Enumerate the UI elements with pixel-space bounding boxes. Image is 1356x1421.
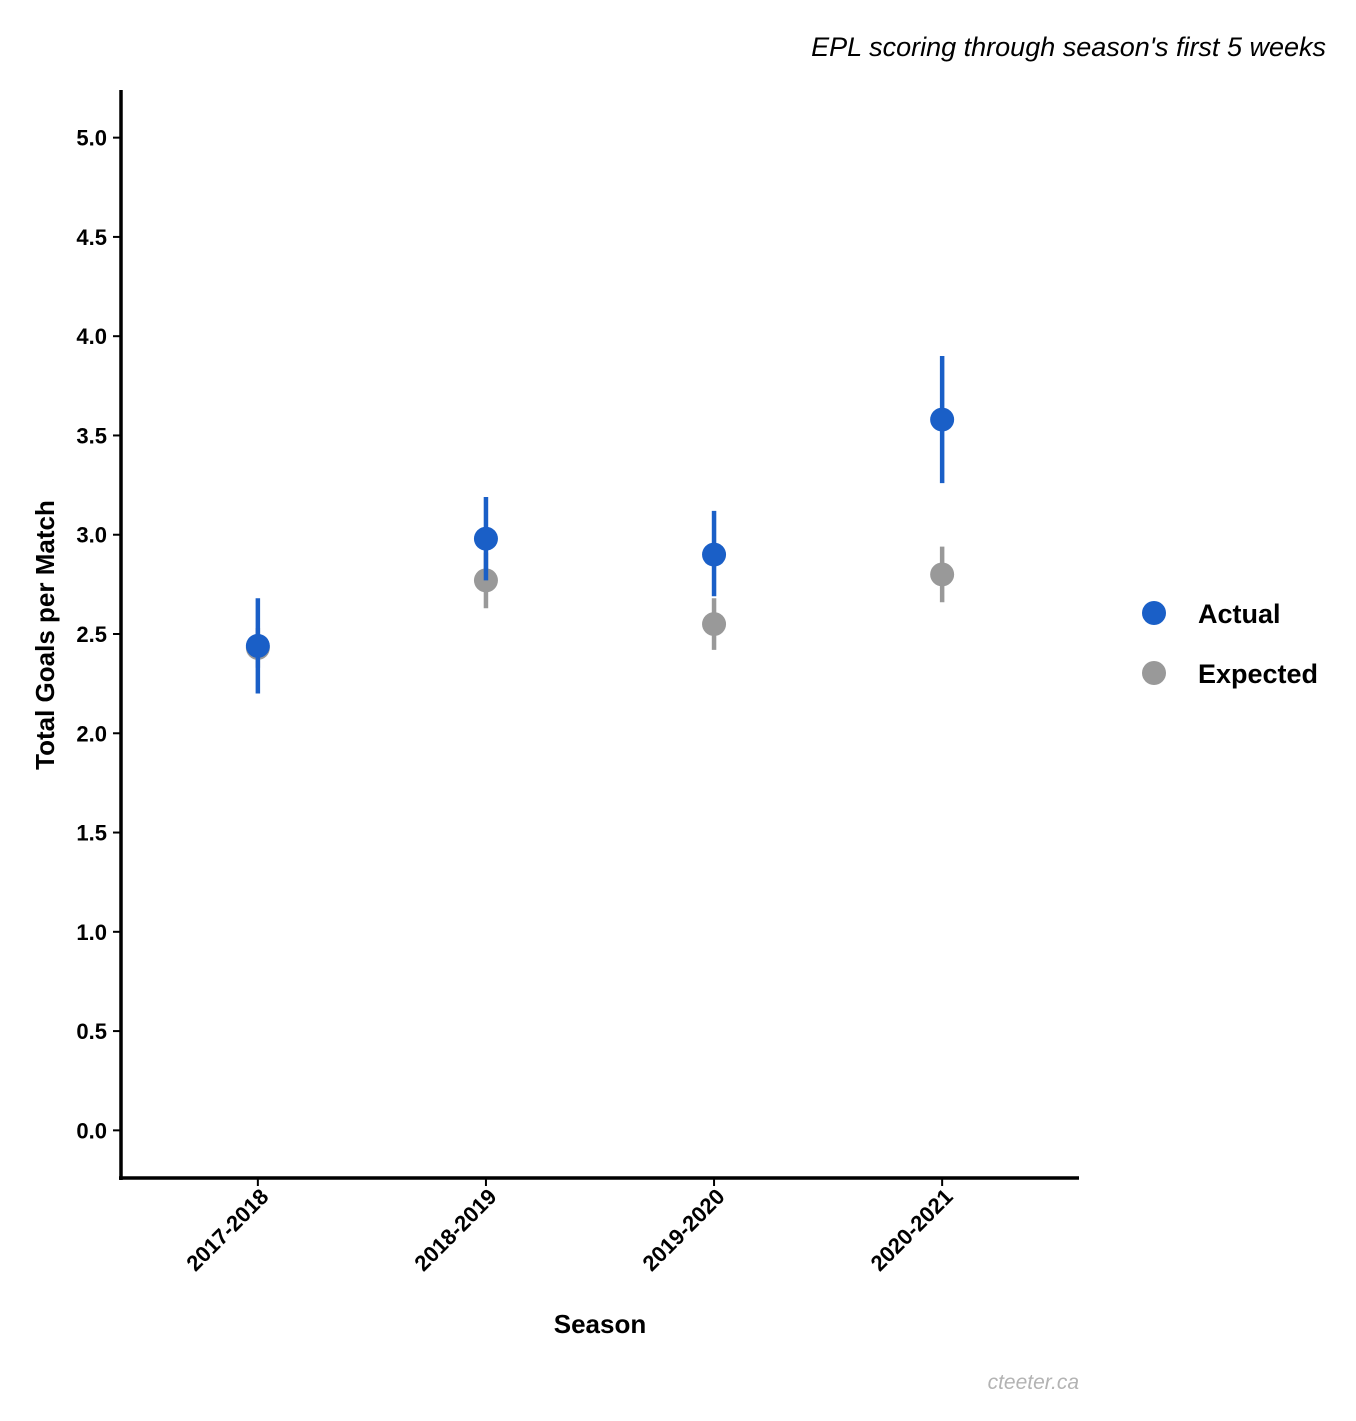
expected-legend-label: Expected xyxy=(1198,659,1318,689)
y-tick-label: 4.5 xyxy=(76,225,107,250)
actual-legend-key xyxy=(1142,601,1166,625)
x-axis-ticks: 2017-2018 2018-2019 2019-2020 2020-2021 xyxy=(181,1178,958,1276)
actual-point xyxy=(702,542,727,567)
y-tick-label: 5.0 xyxy=(76,126,107,151)
caption: cteeter.ca xyxy=(988,1371,1079,1394)
data-marks xyxy=(245,356,955,694)
actual-point xyxy=(245,633,270,658)
y-tick-label: 2.0 xyxy=(76,721,107,746)
x-tick-label: 2020-2021 xyxy=(866,1184,958,1276)
actual-point xyxy=(930,407,955,432)
chart-subtitle: EPL scoring through season's first 5 wee… xyxy=(811,32,1326,62)
x-axis-title: Season xyxy=(554,1309,647,1339)
y-tick-label: 0.5 xyxy=(76,1019,107,1044)
x-tick-label: 2019-2020 xyxy=(638,1184,730,1276)
y-tick-label: 4.0 xyxy=(76,324,107,349)
y-tick-label: 1.0 xyxy=(76,920,107,945)
expected-point xyxy=(930,562,955,587)
y-axis-ticks: 0.0 0.5 1.0 1.5 2.0 2.5 3.0 3.5 4.0 4.5 5.0 xyxy=(76,126,121,1143)
y-tick-label: 2.5 xyxy=(76,622,107,647)
legend: Actual Expected xyxy=(1142,599,1318,689)
y-tick-label: 3.0 xyxy=(76,523,107,548)
y-axis-title: Total Goals per Match xyxy=(30,500,60,770)
x-tick-label: 2017-2018 xyxy=(181,1184,273,1276)
actual-point xyxy=(473,526,498,551)
y-tick-label: 1.5 xyxy=(76,821,107,846)
actual-legend-label: Actual xyxy=(1198,599,1281,629)
y-tick-label: 3.5 xyxy=(76,423,107,448)
expected-point xyxy=(702,612,727,637)
expected-legend-key xyxy=(1142,661,1166,685)
y-tick-label: 0.0 xyxy=(76,1118,107,1143)
x-tick-label: 2018-2019 xyxy=(409,1184,501,1276)
